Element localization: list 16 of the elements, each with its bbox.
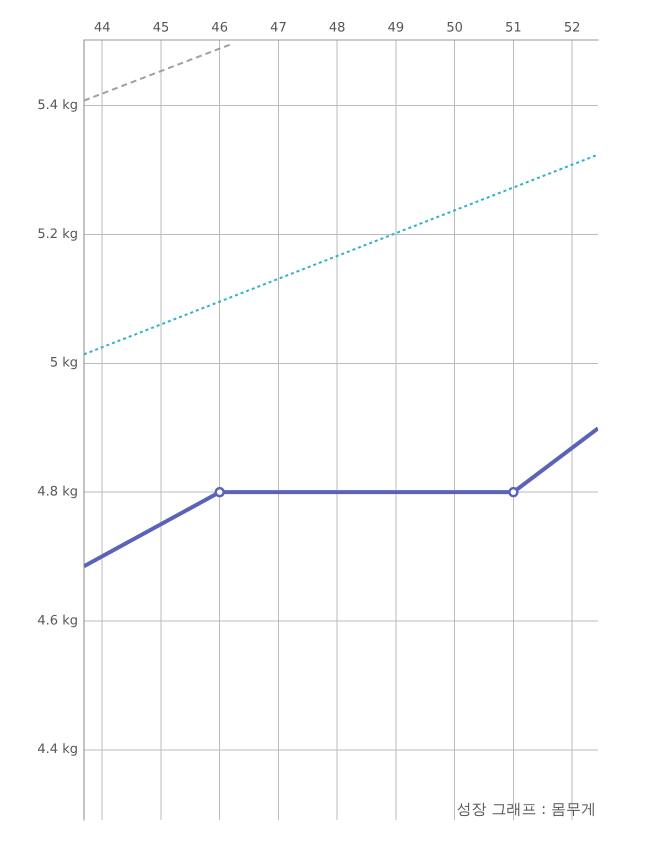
y-tick-label: 5.2 kg (37, 226, 78, 242)
x-tick-label: 51 (505, 20, 522, 36)
x-tick-label: 49 (388, 20, 404, 36)
x-tick-label: 44 (94, 20, 110, 36)
x-tick-label: 46 (211, 20, 228, 36)
y-tick-label: 5 kg (50, 356, 78, 371)
y-tick-label: 4.4 kg (37, 742, 78, 758)
x-tick-label: 45 (152, 20, 170, 36)
x-tick-label: 48 (328, 20, 346, 36)
y-tick-label: 4.8 kg (37, 484, 78, 500)
y-tick-label: 4.6 kg (37, 613, 78, 628)
x-tick-label: 50 (446, 20, 463, 36)
annotation: 성장 그래프 : 몸무게 (456, 800, 596, 818)
x-tick-label: 47 (270, 20, 287, 36)
x-tick-label: 52 (564, 20, 580, 36)
y-tick-label: 5.4 kg (37, 98, 78, 114)
